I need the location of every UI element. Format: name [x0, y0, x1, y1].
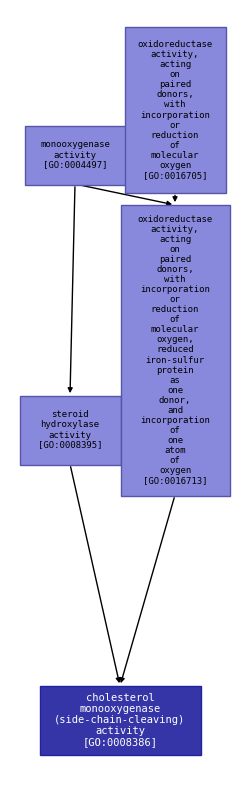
FancyBboxPatch shape	[40, 685, 200, 755]
Text: oxidoreductase
activity,
acting
on
paired
donors,
with
incorporation
or
reductio: oxidoreductase activity, acting on paire…	[137, 215, 213, 485]
FancyBboxPatch shape	[125, 27, 226, 193]
FancyBboxPatch shape	[24, 126, 126, 185]
FancyBboxPatch shape	[19, 396, 120, 465]
Text: monooxygenase
activity
[GO:0004497]: monooxygenase activity [GO:0004497]	[40, 140, 110, 170]
Text: oxidoreductase
activity,
acting
on
paired
donors,
with
incorporation
or
reductio: oxidoreductase activity, acting on paire…	[137, 40, 213, 180]
Text: cholesterol
monooxygenase
(side-chain-cleaving)
activity
[GO:0008386]: cholesterol monooxygenase (side-chain-cl…	[54, 693, 186, 747]
Text: steroid
hydroxylase
activity
[GO:0008395]: steroid hydroxylase activity [GO:0008395…	[38, 411, 102, 450]
FancyBboxPatch shape	[120, 205, 229, 495]
